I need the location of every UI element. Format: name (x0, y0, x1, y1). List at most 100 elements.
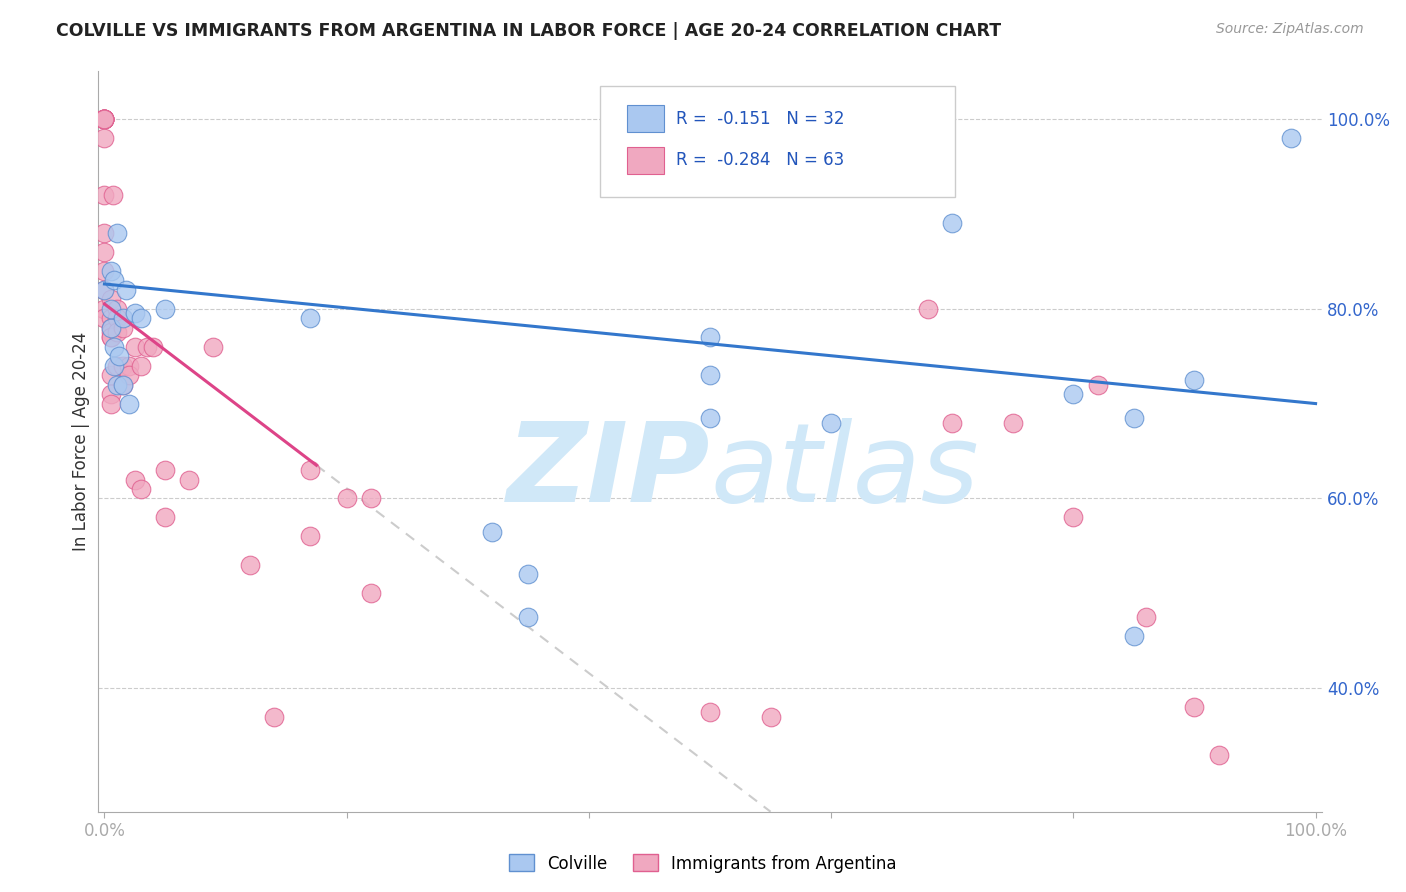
Point (93, 283, 115, 297)
Point (129, 311, 152, 326)
Point (941, 216, 963, 230)
Point (299, 463, 322, 477)
Point (917, 301, 939, 316)
Point (118, 359, 141, 373)
Point (941, 416, 963, 430)
Text: Source: ZipAtlas.com: Source: ZipAtlas.com (1216, 22, 1364, 37)
Point (1001, 416, 1024, 430)
Point (124, 306, 146, 320)
Point (93, 112, 115, 126)
Point (759, 710, 782, 724)
Point (153, 301, 176, 316)
Point (105, 226, 128, 240)
Point (93, 301, 115, 316)
FancyBboxPatch shape (600, 87, 955, 197)
Point (105, 301, 128, 316)
Point (336, 491, 359, 506)
Point (1062, 387, 1084, 401)
Point (103, 359, 125, 373)
Point (239, 558, 262, 572)
Point (124, 473, 146, 487)
Point (93, 112, 115, 126)
Point (1208, 747, 1230, 762)
Point (1135, 610, 1157, 624)
Point (1122, 629, 1144, 643)
Point (699, 410, 721, 425)
Point (1087, 377, 1109, 392)
Point (135, 340, 157, 354)
Point (129, 482, 152, 496)
Text: atlas: atlas (710, 417, 979, 524)
Text: R =  -0.151   N = 32: R = -0.151 N = 32 (676, 110, 844, 128)
Point (699, 368, 721, 383)
Text: COLVILLE VS IMMIGRANTS FROM ARGENTINA IN LABOR FORCE | AGE 20-24 CORRELATION CHA: COLVILLE VS IMMIGRANTS FROM ARGENTINA IN… (56, 22, 1001, 40)
Point (202, 340, 225, 354)
Point (101, 187, 124, 202)
Point (93, 283, 115, 297)
Point (93, 112, 115, 126)
Point (111, 359, 134, 373)
Point (153, 510, 176, 524)
Point (93, 226, 115, 240)
Point (360, 586, 382, 600)
Point (100, 368, 122, 383)
Point (1062, 510, 1084, 524)
Point (105, 326, 128, 340)
Point (93, 112, 115, 126)
Point (100, 263, 122, 277)
Text: ZIP: ZIP (506, 417, 710, 524)
Y-axis label: In Labor Force | Age 20-24: In Labor Force | Age 20-24 (72, 332, 90, 551)
Point (263, 710, 285, 724)
Point (93, 244, 115, 259)
Point (1122, 410, 1144, 425)
Point (111, 320, 134, 334)
Point (820, 416, 842, 430)
Point (105, 377, 128, 392)
Point (100, 396, 122, 410)
Point (153, 463, 176, 477)
Point (93, 187, 115, 202)
Point (93, 112, 115, 126)
Point (100, 292, 122, 306)
Point (93, 311, 115, 326)
Point (103, 340, 125, 354)
Text: R =  -0.284   N = 63: R = -0.284 N = 63 (676, 152, 844, 169)
Point (100, 326, 122, 340)
Point (93, 112, 115, 126)
Point (115, 283, 138, 297)
Point (142, 340, 165, 354)
Point (111, 311, 134, 326)
Point (111, 377, 134, 392)
Point (105, 311, 128, 326)
Point (111, 377, 134, 392)
Point (100, 320, 122, 334)
Point (1279, 130, 1302, 145)
Point (93, 130, 115, 145)
Point (100, 311, 122, 326)
Point (100, 330, 122, 344)
Point (105, 359, 128, 373)
Point (179, 473, 201, 487)
Point (1184, 700, 1206, 714)
Point (118, 368, 141, 383)
Point (103, 273, 125, 287)
Point (481, 524, 503, 539)
Point (100, 387, 122, 401)
Point (108, 349, 131, 363)
Point (129, 359, 152, 373)
Point (699, 330, 721, 344)
Point (1184, 373, 1206, 387)
Point (93, 112, 115, 126)
Point (124, 340, 146, 354)
Bar (627, 147, 664, 174)
Point (299, 311, 322, 326)
Point (93, 112, 115, 126)
Point (93, 263, 115, 277)
Point (93, 112, 115, 126)
Point (100, 330, 122, 344)
Point (880, 150, 903, 164)
Point (100, 320, 122, 334)
Point (299, 529, 322, 543)
Legend: Colville, Immigrants from Argentina: Colville, Immigrants from Argentina (502, 847, 904, 880)
Point (118, 396, 141, 410)
